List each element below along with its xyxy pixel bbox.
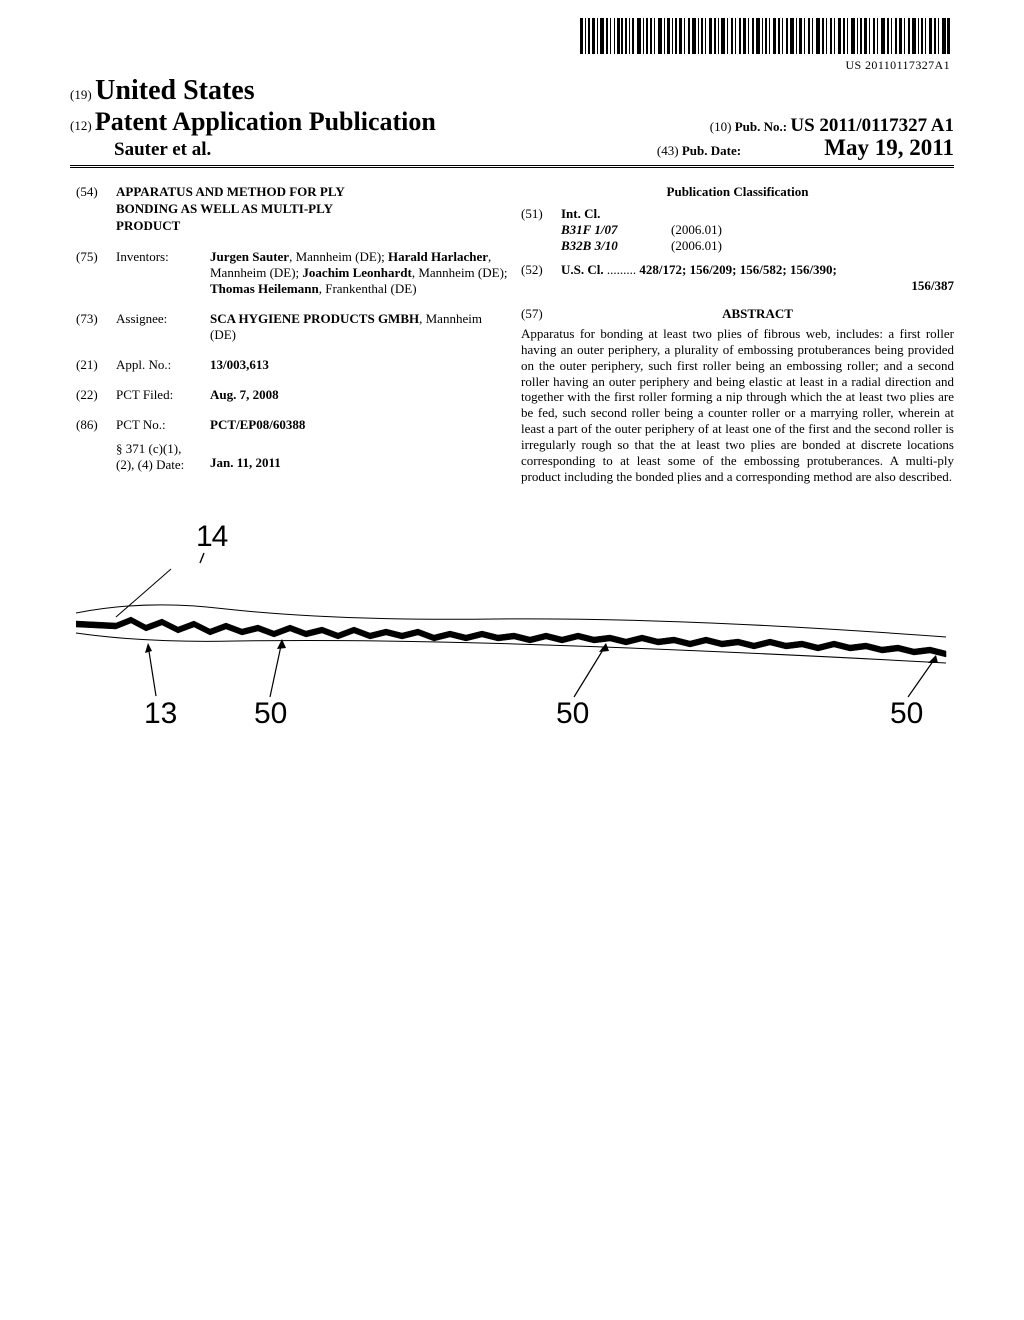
field-label: Appl. No.: xyxy=(116,357,210,373)
barcode-block: US 20110117327A1 xyxy=(70,18,950,73)
appl-no: 13/003,613 xyxy=(210,357,509,373)
patent-figure: 14 13 50 50 50 xyxy=(70,521,954,745)
publication-title: Patent Application Publication xyxy=(95,107,436,136)
us-cl: U.S. Cl. ......... 428/172; 156/209; 156… xyxy=(561,262,954,294)
classification-header: Publication Classification xyxy=(521,184,954,200)
fig-label-14: 14 xyxy=(196,521,228,553)
field-label: Assignee: xyxy=(116,311,210,343)
field-code: (22) xyxy=(76,387,116,403)
assignee: SCA HYGIENE PRODUCTS GMBH, Mannheim (DE) xyxy=(210,311,509,343)
field-code: (51) xyxy=(521,206,561,254)
pct-no: PCT/EP08/60388 xyxy=(210,417,509,433)
fig-web-layers xyxy=(76,605,946,663)
fig-label-50-c: 50 xyxy=(890,697,923,730)
uscl-label: U.S. Cl. xyxy=(561,262,604,277)
invention-title: APPARATUS AND METHOD FOR PLY BONDING AS … xyxy=(116,184,376,235)
pubno-value: US 2011/0117327 A1 xyxy=(790,115,954,136)
field-371: § 371 (c)(1), (2), (4) Date: Jan. 11, 20… xyxy=(76,441,509,473)
field-code xyxy=(76,441,116,473)
field-code: (73) xyxy=(76,311,116,343)
field-73: (73) Assignee: SCA HYGIENE PRODUCTS GMBH… xyxy=(76,311,509,343)
abstract-heading: ABSTRACT xyxy=(561,306,954,322)
field-21: (21) Appl. No.: 13/003,613 xyxy=(76,357,509,373)
field-label: Inventors: xyxy=(116,249,210,297)
pct-filed: Aug. 7, 2008 xyxy=(210,387,509,403)
pub-code: (12) xyxy=(70,118,92,133)
barcode-graphic xyxy=(70,18,950,58)
body-columns: (54) APPARATUS AND METHOD FOR PLY BONDIN… xyxy=(70,184,954,487)
field-code: (54) xyxy=(76,184,116,235)
inventors: Jurgen Sauter, Mannheim (DE); Harald Har… xyxy=(210,249,509,297)
s371-date: Jan. 11, 2011 xyxy=(210,441,509,473)
field-54: (54) APPARATUS AND METHOD FOR PLY BONDIN… xyxy=(76,184,509,235)
int-cl-label: Int. Cl. xyxy=(561,206,954,222)
field-code: (86) xyxy=(76,417,116,433)
country-code: (19) xyxy=(70,87,92,102)
int-cl: Int. Cl. B31F 1/07(2006.01)B32B 3/10(200… xyxy=(561,206,954,254)
uscl-line2: 156/387 xyxy=(561,278,954,294)
pubno-code: (10) xyxy=(710,119,732,134)
pubno-label: Pub. No.: xyxy=(735,119,787,134)
barcode-number: US 20110117327A1 xyxy=(70,58,950,73)
authors: Sauter et al. xyxy=(70,139,211,161)
field-86: (86) PCT No.: PCT/EP08/60388 xyxy=(76,417,509,433)
pubdate-label: Pub. Date: xyxy=(682,143,741,158)
assignee-name: SCA HYGIENE PRODUCTS GMBH xyxy=(210,311,419,326)
field-52: (52) U.S. Cl. ......... 428/172; 156/209… xyxy=(521,262,954,294)
fig-label-13: 13 xyxy=(144,697,177,730)
abstract-code: (57) xyxy=(521,306,561,322)
pubdate-value: May 19, 2011 xyxy=(824,135,954,160)
divider xyxy=(70,165,954,166)
fig-label-50-b: 50 xyxy=(556,697,589,730)
field-label: § 371 (c)(1), (2), (4) Date: xyxy=(116,441,210,473)
field-code: (21) xyxy=(76,357,116,373)
field-label: PCT Filed: xyxy=(116,387,210,403)
country: United States xyxy=(95,75,254,106)
field-75: (75) Inventors: Jurgen Sauter, Mannheim … xyxy=(76,249,509,297)
right-column: Publication Classification (51) Int. Cl.… xyxy=(521,184,954,487)
field-label: PCT No.: xyxy=(116,417,210,433)
field-code: (52) xyxy=(521,262,561,294)
divider-thin xyxy=(70,167,954,168)
field-51: (51) Int. Cl. B31F 1/07(2006.01)B32B 3/1… xyxy=(521,206,954,254)
left-column: (54) APPARATUS AND METHOD FOR PLY BONDIN… xyxy=(70,184,509,487)
pubdate-code: (43) xyxy=(657,143,679,158)
fig-label-50-a: 50 xyxy=(254,697,287,730)
field-code: (75) xyxy=(76,249,116,297)
header: (19) United States (12) Patent Applicati… xyxy=(70,75,954,161)
abstract-text: Apparatus for bonding at least two plies… xyxy=(521,326,954,485)
field-22: (22) PCT Filed: Aug. 7, 2008 xyxy=(76,387,509,403)
